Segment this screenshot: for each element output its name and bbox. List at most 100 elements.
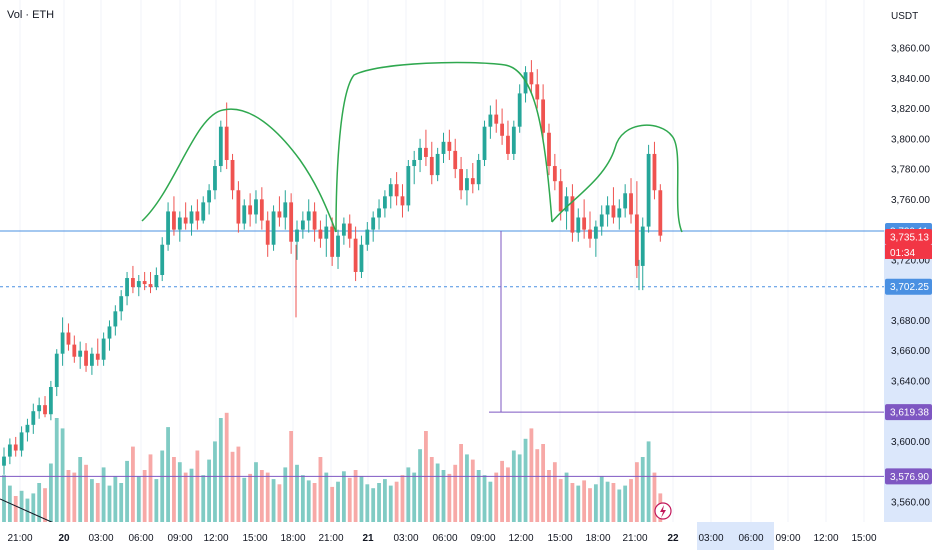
candle-body [312, 211, 317, 230]
volume-bar [318, 457, 323, 522]
candle-body [640, 226, 645, 266]
volume-bar [629, 479, 633, 522]
time-tick-label: 22 [667, 533, 679, 544]
candle-body [564, 196, 569, 212]
candle-body [588, 229, 592, 239]
candle-body [172, 211, 176, 230]
horizontal-lines[interactable] [0, 230, 884, 525]
candle-body [394, 184, 399, 197]
volume-bar [517, 454, 522, 522]
candle-body [453, 150, 458, 170]
volume-bar [218, 418, 223, 522]
volume-bar [213, 441, 217, 522]
candle-body [412, 159, 417, 167]
volume-bar [189, 468, 194, 522]
candle-body [523, 72, 528, 94]
volume-bar [207, 459, 211, 522]
volume-bar [406, 467, 411, 522]
candle-body [658, 190, 663, 236]
volume-bar [271, 479, 276, 522]
candle-body [435, 153, 440, 176]
candle-body [131, 278, 135, 288]
volume-bar [48, 463, 53, 522]
volume-bar [605, 481, 610, 522]
volume-bar [125, 460, 129, 522]
candle-body [113, 311, 118, 327]
volume-bar [576, 485, 581, 522]
volume-bar [476, 470, 481, 522]
volume-bar [558, 479, 563, 522]
time-axis[interactable]: 21:00 20 03:00 06:00 09:00 12:00 15:00 18:00 21:… [0, 502, 884, 550]
volume-bar [66, 470, 71, 522]
volume-bar [107, 485, 112, 522]
candle-body [330, 226, 335, 257]
candle-body [629, 193, 633, 215]
candle-body [494, 114, 499, 124]
volume-bar [500, 460, 504, 522]
price-tick-label: 3,860.00 [891, 44, 930, 55]
price-flag-3619-bg [885, 404, 932, 421]
volume-bar [394, 481, 399, 522]
volume-bar [617, 489, 622, 522]
price-tick-label: 3,660.00 [891, 346, 930, 357]
volume-bar [347, 477, 352, 522]
volume-bar [242, 477, 247, 522]
volume-bar [470, 459, 475, 522]
volume-bar [599, 476, 604, 522]
candles[interactable] [2, 60, 663, 475]
lightning-icon-bolt [660, 505, 666, 518]
price-axis[interactable]: 3,860.00 3,840.00 3,820.00 3,800.00 3,780.00… [884, 0, 932, 550]
volume-bar [371, 488, 376, 522]
volume-bar [523, 438, 528, 522]
volume-indicator-label: Vol · ETH [7, 9, 55, 21]
price-tick-label: 3,840.00 [891, 74, 930, 85]
candle-body [424, 147, 428, 157]
price-tick-label: 3,780.00 [891, 165, 930, 176]
candle-body [2, 456, 6, 466]
time-tick-label: 09:00 [775, 533, 800, 544]
volume-bar [195, 450, 200, 522]
candle-body [236, 190, 241, 224]
price-flag-3576-bg [885, 468, 932, 485]
time-tick-label: 03:00 [698, 533, 723, 544]
volume-bar [611, 483, 616, 522]
volume-bar [506, 467, 510, 522]
volume-bar [265, 472, 270, 522]
candle-body [365, 229, 370, 245]
volume-bar [95, 483, 100, 522]
candle-body [142, 281, 147, 285]
volume-bar [113, 476, 118, 522]
candle-body [125, 278, 129, 297]
candle-body [318, 229, 323, 239]
candle-body [605, 205, 610, 215]
candle-body [623, 193, 628, 209]
candle-body [406, 166, 411, 206]
volume-bar [494, 472, 499, 522]
time-tick-label: 03:00 [88, 533, 113, 544]
volume-bar [166, 427, 170, 522]
volume-bar [131, 446, 135, 522]
candle-body [599, 214, 604, 227]
candle-body [529, 72, 534, 85]
candle-body [254, 199, 258, 215]
candle-body [347, 223, 352, 239]
candle-body [582, 217, 587, 230]
volume-bar [359, 476, 364, 522]
time-tick-label: 12:00 [508, 533, 533, 544]
volume-bar [547, 470, 551, 522]
candle-body [78, 350, 83, 357]
volume-bar [295, 464, 299, 522]
candle-body [289, 202, 294, 242]
drawn-annotations[interactable] [141, 61, 683, 233]
candle-body [195, 211, 200, 221]
time-tick-label: 06:00 [432, 533, 457, 544]
volume-bar [43, 488, 47, 522]
volume-bar [582, 480, 587, 522]
volume-bar [259, 470, 264, 522]
volume-bar [447, 473, 452, 522]
candle-body [547, 132, 551, 167]
volume-bar [119, 483, 124, 522]
candle-body [447, 141, 452, 151]
candle-body [336, 235, 340, 257]
